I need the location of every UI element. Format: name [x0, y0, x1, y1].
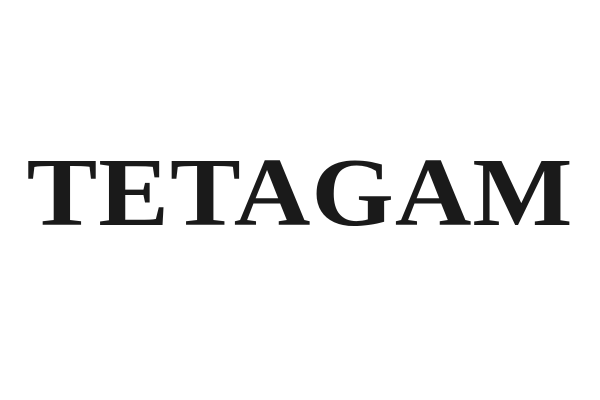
wordmark-text: TETAGAM: [26, 138, 574, 247]
wordmark: TETAGAM: [0, 138, 600, 248]
